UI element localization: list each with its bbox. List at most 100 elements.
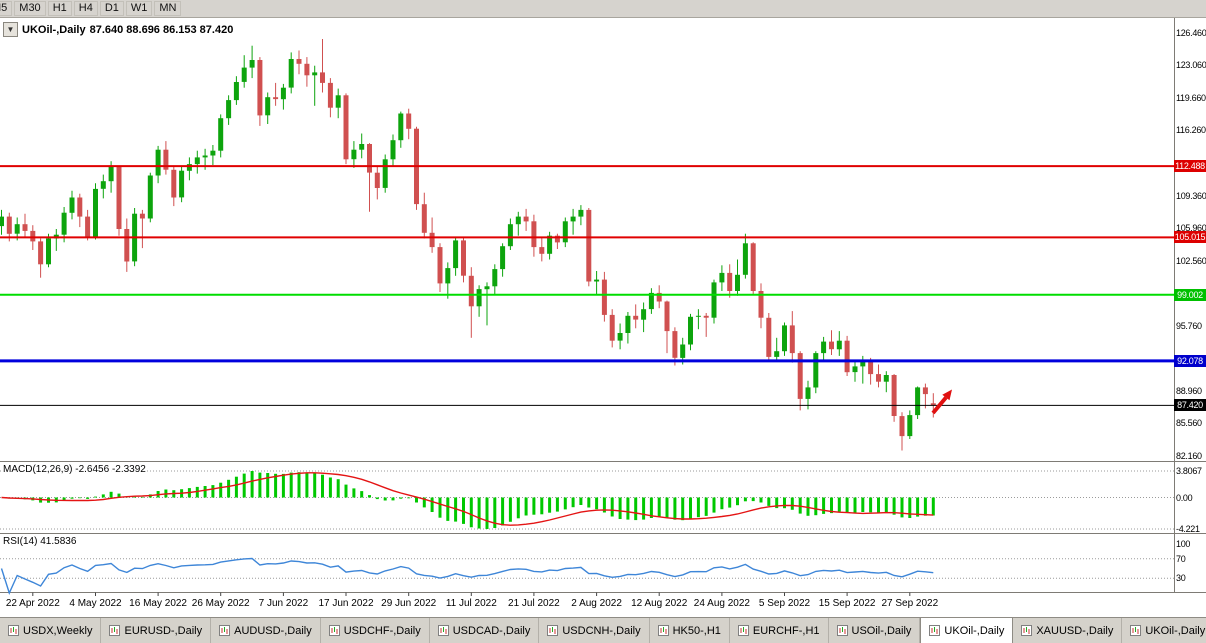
- candle: [93, 188, 98, 237]
- tab-7-eurchf-h1[interactable]: EURCHF-,H1: [729, 618, 829, 643]
- timeframe-button-mn[interactable]: MN: [154, 1, 182, 16]
- price-axis-label: 109.360: [1176, 190, 1206, 201]
- candle: [711, 282, 717, 318]
- price-axis-label: 82.160: [1176, 450, 1202, 461]
- chart-symbol: UKOil-,Daily: [22, 23, 86, 36]
- price-axis-label: 102.560: [1176, 255, 1206, 266]
- timeframe-button-w1[interactable]: W1: [125, 1, 153, 16]
- candle: [296, 59, 302, 64]
- candle: [139, 213, 145, 219]
- timeframe-button-d1[interactable]: D1: [99, 1, 124, 16]
- candle: [797, 353, 803, 399]
- symbol-dropdown-button[interactable]: ▼: [3, 22, 18, 37]
- candle: [782, 325, 787, 352]
- chart-icon: [547, 625, 559, 636]
- macd-axis-label: -4.221: [1176, 524, 1200, 534]
- chart-tabs-bar: USDX,Weekly EURUSD-,Daily AUDUSD-,Daily USD…: [0, 617, 1206, 643]
- candle: [531, 221, 537, 248]
- candle: [273, 97, 279, 100]
- candle: [625, 315, 631, 333]
- tab-6-hk50-h1[interactable]: HK50-,H1: [649, 618, 730, 643]
- trend-arrow[interactable]: [931, 396, 948, 415]
- date-axis-label: 12 Aug 2022: [631, 598, 688, 609]
- candle: [390, 140, 396, 160]
- rsi-label: RSI(14) 41.5836: [3, 536, 77, 547]
- timeframe-button-h4[interactable]: H4: [73, 1, 98, 16]
- chart-icon: [657, 625, 669, 636]
- timeframe-button-m5[interactable]: M5: [0, 1, 13, 16]
- price-badge-105.015: 105.015: [1174, 231, 1206, 244]
- candle: [30, 230, 36, 242]
- chart-icon: [328, 625, 340, 636]
- candle: [179, 170, 185, 198]
- candle: [327, 82, 333, 108]
- price-badge-92.078: 92.078: [1174, 354, 1206, 367]
- rsi-line: [0, 557, 934, 595]
- candle: [218, 118, 224, 151]
- candle: [750, 243, 756, 291]
- macd-main-value: -2.6456: [75, 464, 110, 475]
- chart-icon: [437, 625, 449, 636]
- candle: [476, 289, 482, 307]
- candle: [719, 272, 725, 283]
- tab-label: XAUUSD-,Daily: [1036, 624, 1114, 637]
- date-axis-label: 17 Jun 2022: [318, 598, 374, 609]
- timeframe-button-h1[interactable]: H1: [47, 1, 72, 16]
- candle: [899, 416, 905, 437]
- price-axis-label: 123.060: [1176, 60, 1206, 71]
- candle: [523, 216, 529, 222]
- chart-icon: [8, 625, 19, 636]
- date-axis-label: 29 Jun 2022: [381, 598, 437, 609]
- price-axis-label: 126.460: [1176, 27, 1206, 38]
- candle: [468, 275, 474, 307]
- candle: [445, 268, 451, 284]
- tab-1-eurusd-daily[interactable]: EURUSD-,Daily: [101, 618, 212, 643]
- candle: [359, 144, 365, 150]
- candle: [813, 353, 819, 388]
- macd-name: MACD(12,26,9): [3, 464, 73, 475]
- tab-4-usdcad-daily[interactable]: USDCAD-,Daily: [429, 618, 540, 643]
- chart-icon: [836, 625, 848, 636]
- candle: [539, 247, 545, 254]
- candle: [249, 60, 255, 68]
- candle: [742, 243, 748, 275]
- candle: [335, 95, 341, 108]
- candle: [789, 325, 795, 354]
- candle: [288, 59, 294, 88]
- candle: [351, 149, 357, 160]
- candle: [554, 235, 560, 243]
- tab-11-ukoil-daily[interactable]: UKOil-,Daily: [1122, 618, 1206, 643]
- candle: [570, 216, 576, 222]
- tab-10-xauusd-daily[interactable]: XAUUSD-,Daily: [1013, 618, 1123, 643]
- candle: [641, 309, 647, 320]
- candle: [437, 247, 443, 284]
- date-axis-label: 4 May 2022: [69, 598, 122, 609]
- tab-2-audusd-daily[interactable]: AUDUSD-,Daily: [211, 618, 321, 643]
- chart-icon: [929, 625, 941, 636]
- candle: [907, 415, 913, 437]
- candle: [0, 216, 4, 227]
- tab-8-usoil-daily[interactable]: USOil-,Daily: [828, 618, 921, 643]
- tab-5-usdcnh-daily[interactable]: USDCNH-,Daily: [539, 618, 650, 643]
- candle: [257, 60, 263, 116]
- tab-3-usdchf-daily[interactable]: USDCHF-,Daily: [320, 618, 430, 643]
- macd-axis-label: 3.8067: [1176, 466, 1202, 476]
- candle: [836, 340, 842, 350]
- candle: [633, 315, 639, 320]
- candle: [821, 341, 827, 354]
- tab-9-ukoil-daily[interactable]: UKOil-,Daily: [920, 618, 1014, 643]
- candle: [601, 279, 607, 315]
- timeframe-button-m30[interactable]: M30: [14, 1, 46, 16]
- tab-label: USDX,Weekly: [23, 624, 93, 637]
- tab-label: USDCHF-,Daily: [343, 624, 421, 637]
- candle: [766, 317, 772, 357]
- tab-0-usdx-weekly[interactable]: USDX,Weekly: [0, 618, 102, 643]
- candle: [562, 221, 568, 243]
- candle: [171, 169, 177, 198]
- chart-icon: [1021, 625, 1033, 636]
- candle: [868, 360, 874, 375]
- candle: [680, 344, 686, 358]
- date-axis-label: 22 Apr 2022: [5, 598, 60, 609]
- candle: [429, 232, 435, 248]
